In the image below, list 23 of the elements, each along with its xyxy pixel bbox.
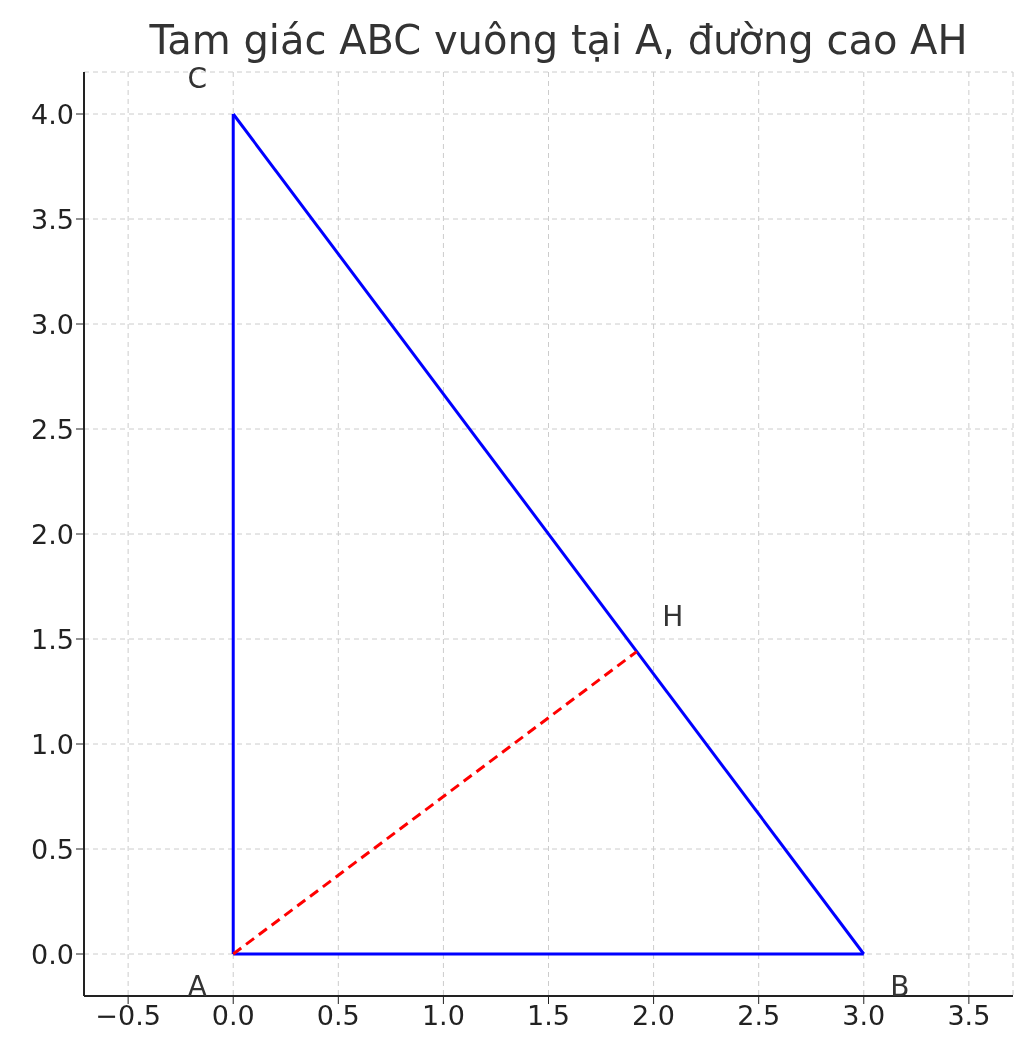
y-tick-label: 0.5 [31,833,74,865]
x-tick-label: 1.5 [527,1000,570,1032]
annotation: B [890,970,910,1003]
y-tick-label: 0.0 [31,938,74,970]
x-tick-label: 2.5 [737,1000,781,1032]
annotation: H [662,599,684,633]
x-tick-label: 3.0 [842,1000,886,1032]
y-tick-label: 3.0 [31,308,74,340]
x-tick-label: −0.5 [95,1000,161,1032]
x-tick-label: 0.0 [211,1000,255,1032]
y-tick-label: 3.5 [31,203,74,235]
x-tick-label: 0.5 [316,1000,360,1032]
y-tick-label: 2.5 [31,413,74,445]
annotation: C [187,62,208,95]
y-tick-label: 1.0 [31,728,74,760]
y-tick-label: 1.5 [31,623,74,655]
y-tick-label: 2.0 [31,518,74,550]
y-tick-label: 4.0 [31,98,74,130]
chart-title: Tam giác ABC vuông tại A, đường cao AH [148,16,969,63]
x-tick-label: 2.0 [632,1000,676,1032]
annotation: A [187,970,207,1003]
x-tick-label: 3.5 [947,1000,991,1032]
x-tick-label: 1.0 [421,1000,465,1032]
